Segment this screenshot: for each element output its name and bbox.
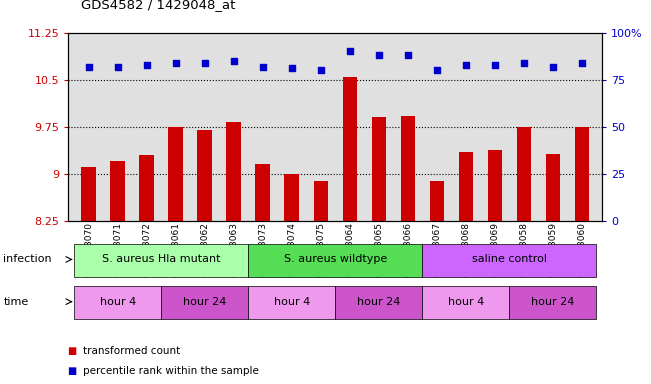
Point xyxy=(113,63,123,70)
Text: percentile rank within the sample: percentile rank within the sample xyxy=(83,366,258,376)
Text: hour 24: hour 24 xyxy=(531,297,575,307)
Text: ■: ■ xyxy=(68,346,81,356)
Bar xyxy=(139,155,154,221)
Bar xyxy=(161,286,248,319)
Bar xyxy=(509,286,596,319)
Point xyxy=(402,52,413,58)
Bar xyxy=(335,286,422,319)
Text: GDS4582 / 1429048_at: GDS4582 / 1429048_at xyxy=(81,0,236,12)
Text: ■: ■ xyxy=(68,366,81,376)
Text: transformed count: transformed count xyxy=(83,346,180,356)
Point xyxy=(316,67,326,73)
Text: time: time xyxy=(3,297,29,307)
Bar xyxy=(81,167,96,221)
Text: saline control: saline control xyxy=(472,255,547,265)
Bar xyxy=(430,181,444,221)
Point xyxy=(258,63,268,70)
Point xyxy=(374,52,384,58)
Point xyxy=(141,61,152,68)
Bar xyxy=(400,116,415,221)
Bar xyxy=(255,164,270,221)
Bar xyxy=(422,286,509,319)
Bar xyxy=(546,154,560,221)
Point xyxy=(461,61,471,68)
Text: hour 4: hour 4 xyxy=(273,297,310,307)
Text: hour 4: hour 4 xyxy=(448,297,484,307)
Bar xyxy=(227,122,241,221)
Text: hour 4: hour 4 xyxy=(100,297,136,307)
Text: S. aureus Hla mutant: S. aureus Hla mutant xyxy=(102,255,221,265)
Bar xyxy=(197,130,212,221)
Bar xyxy=(169,127,183,221)
Bar xyxy=(314,181,328,221)
Point xyxy=(547,63,558,70)
Text: hour 24: hour 24 xyxy=(183,297,227,307)
Bar xyxy=(458,152,473,221)
Point xyxy=(344,48,355,55)
Bar xyxy=(284,174,299,221)
Text: infection: infection xyxy=(3,255,52,265)
Point xyxy=(83,63,94,70)
Point xyxy=(490,61,500,68)
Point xyxy=(171,60,181,66)
Point xyxy=(577,60,587,66)
Bar xyxy=(517,127,531,221)
Bar xyxy=(575,127,589,221)
Text: hour 24: hour 24 xyxy=(357,297,400,307)
Bar xyxy=(488,150,502,221)
Bar xyxy=(422,244,596,276)
Bar xyxy=(248,244,422,276)
Bar xyxy=(111,161,125,221)
Point xyxy=(229,58,239,64)
Text: S. aureus wildtype: S. aureus wildtype xyxy=(284,255,387,265)
Point xyxy=(432,67,442,73)
Bar xyxy=(372,118,386,221)
Bar xyxy=(248,286,335,319)
Bar xyxy=(74,244,248,276)
Bar xyxy=(74,286,161,319)
Point xyxy=(286,65,297,71)
Bar xyxy=(342,76,357,221)
Point xyxy=(199,60,210,66)
Point xyxy=(519,60,529,66)
